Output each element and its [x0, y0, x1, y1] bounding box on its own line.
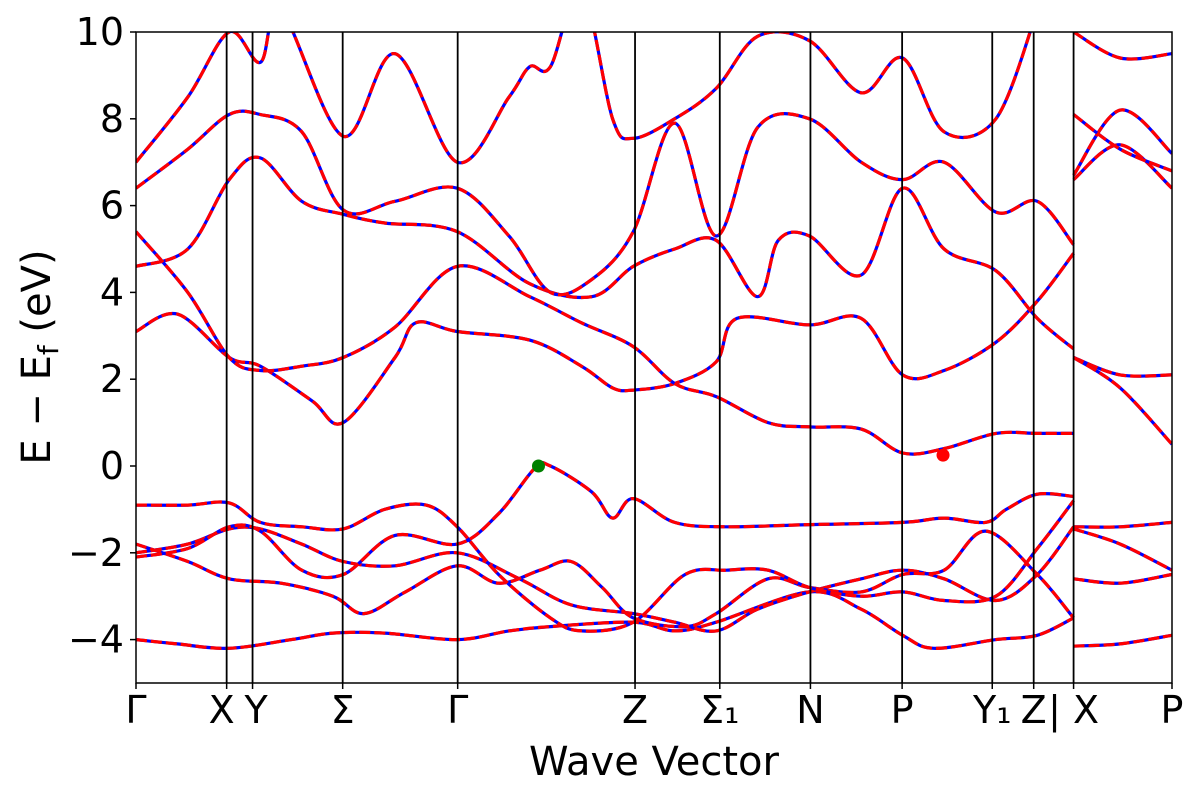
- band-line-dashed: [136, 252, 1075, 426]
- y-axis-label-main: E − E: [14, 355, 60, 465]
- band-line-dashed: [136, 525, 1075, 633]
- y-tick-label: −2: [68, 531, 124, 575]
- y-axis-ticks: −4 −2 0 2 4 6 8 10: [68, 10, 136, 662]
- band-line-dashed: [1073, 572, 1172, 585]
- x-tick-label: Σ: [331, 688, 355, 732]
- band-line-solid: [1072, 356, 1172, 446]
- x-tick-label: Γ: [125, 688, 146, 732]
- bands-layer: [136, 32, 1172, 650]
- band-line-dashed: [136, 499, 1075, 633]
- y-tick-label: 2: [100, 357, 124, 401]
- band-line-dashed: [1073, 527, 1172, 572]
- band-line-solid: [1072, 113, 1172, 173]
- conduction-band-minimum-marker: [936, 448, 950, 462]
- y-axis-label: E − Ef (eV): [14, 249, 65, 464]
- y-axis-label-sub: f: [32, 344, 65, 355]
- band-line-dashed: [1072, 356, 1172, 446]
- band-line-dashed: [1073, 520, 1172, 529]
- x-tick-label: N: [796, 688, 824, 732]
- y-tick-label: 0: [100, 444, 124, 488]
- band-line-dashed: [136, 461, 1074, 580]
- band-edge-markers: [531, 448, 950, 473]
- band-line-dashed: [1073, 633, 1172, 648]
- band-line-solid: [136, 525, 1075, 633]
- x-tick-label: Γ: [447, 688, 468, 732]
- valence-band-maximum-marker: [531, 459, 545, 473]
- band-line-dashed: [136, 32, 1032, 165]
- band-line-solid: [136, 230, 1074, 456]
- x-tick-label: X: [209, 688, 235, 732]
- band-line-dashed: [136, 529, 1075, 629]
- band-line-dashed: [136, 109, 1075, 297]
- x-tick-label: Y₁: [972, 688, 1011, 732]
- x-tick-label: Σ₁: [700, 688, 739, 732]
- band-line-dashed: [1072, 32, 1172, 61]
- band-line-dashed: [1073, 356, 1172, 378]
- x-tick-label: Y: [244, 688, 269, 732]
- high-symmetry-lines: [225, 32, 1075, 683]
- x-tick-label: P: [1161, 688, 1184, 732]
- x-axis-label: Wave Vector: [529, 739, 780, 785]
- y-tick-label: 10: [76, 10, 124, 54]
- x-tick-label: Z: [622, 688, 648, 732]
- y-tick-label: −4: [68, 618, 124, 662]
- band-line-dashed: [1072, 143, 1172, 190]
- y-tick-label: 4: [100, 270, 124, 314]
- y-axis-label-unit: (eV): [14, 249, 60, 345]
- y-tick-label: 8: [100, 97, 124, 141]
- y-tick-label: 6: [100, 184, 124, 228]
- band-line-solid: [136, 155, 1075, 351]
- band-line-dashed: [1072, 108, 1172, 177]
- band-line-dashed: [136, 155, 1075, 351]
- x-tick-label: | X: [1048, 688, 1099, 733]
- band-line-dashed: [136, 230, 1074, 456]
- x-tick-label: Z: [1021, 688, 1047, 732]
- x-tick-label: P: [891, 688, 914, 732]
- plot-frame: [135, 31, 1173, 684]
- band-line-solid: [136, 252, 1075, 426]
